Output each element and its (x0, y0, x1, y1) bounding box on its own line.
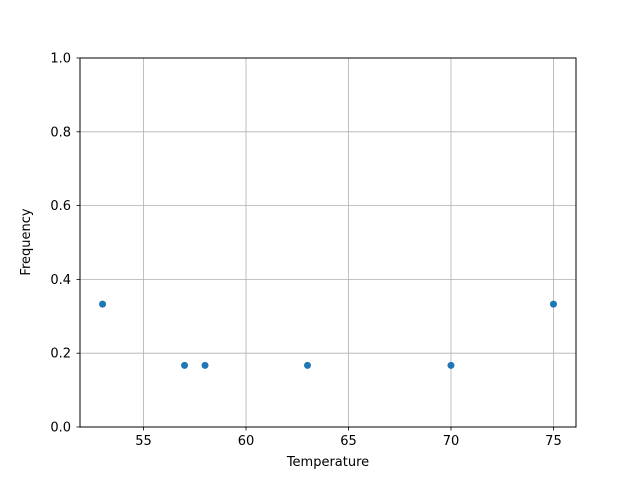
y-tick-label: 0.0 (50, 421, 71, 436)
data-point (181, 361, 189, 369)
x-tick-label: 55 (135, 434, 152, 449)
data-point (549, 300, 557, 308)
x-tick-label: 65 (340, 434, 357, 449)
y-tick-label: 0.4 (50, 273, 71, 288)
y-axis-label: Frequency (19, 208, 34, 275)
data-point (447, 361, 455, 369)
x-axis-label: Temperature (286, 455, 369, 470)
x-tick-label: 75 (545, 434, 562, 449)
y-tick-label: 0.2 (50, 347, 71, 362)
axis-labels: Temperature Frequency (19, 208, 369, 470)
x-tick-label: 60 (238, 434, 255, 449)
y-tick-label: 1.0 (50, 52, 71, 67)
x-tick-label: 70 (443, 434, 460, 449)
plot-border (79, 57, 577, 428)
y-tick-label: 0.8 (50, 125, 71, 140)
axis-ticks: 55 60 65 70 75 0.0 0.2 0.4 0.6 0.8 1.0 (50, 52, 561, 450)
grid-lines (80, 57, 576, 428)
y-tick-label: 0.6 (50, 199, 71, 214)
data-points (99, 300, 557, 369)
data-point (201, 361, 209, 369)
data-point (304, 361, 312, 369)
data-point (99, 300, 107, 308)
